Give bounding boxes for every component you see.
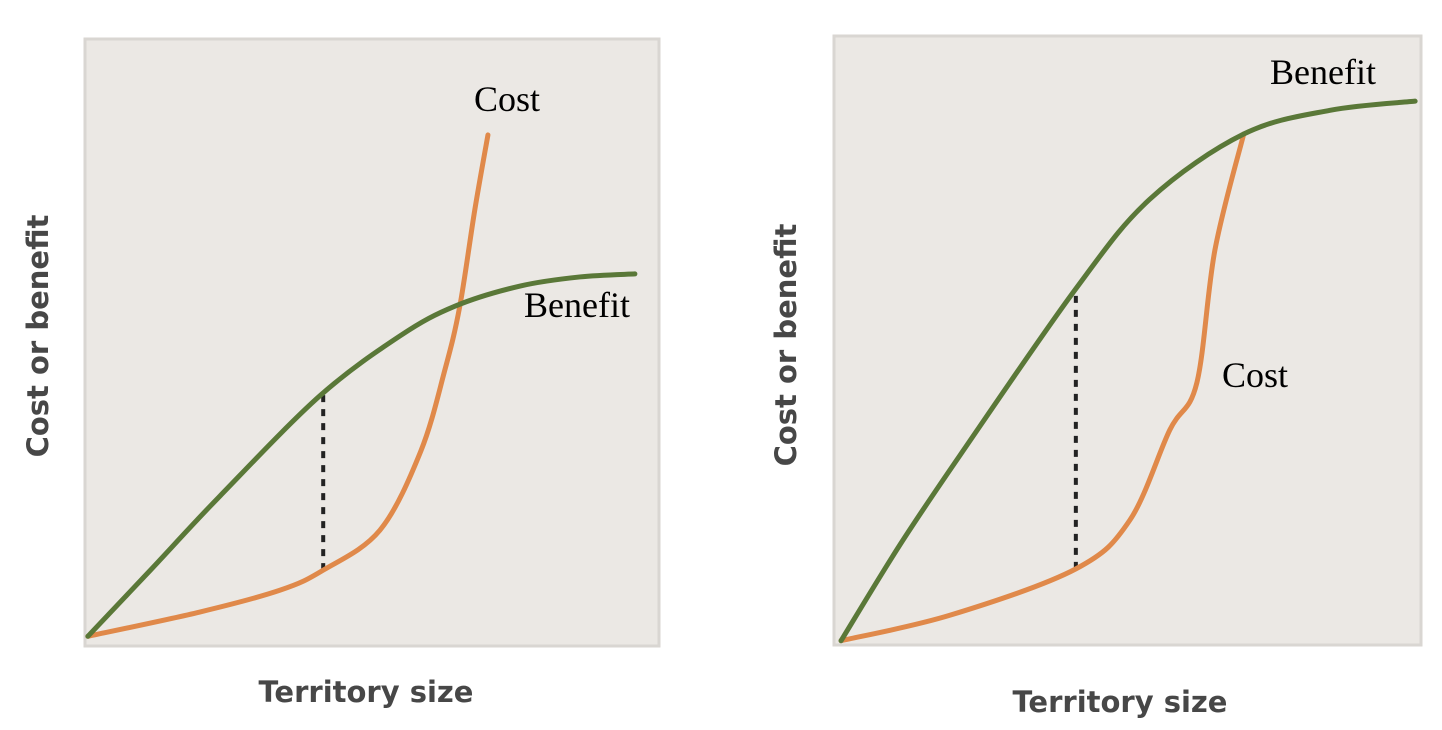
cost-curve (838, 131, 1247, 644)
right-x-axis-label: Territory size (1013, 685, 1228, 719)
right-cost-label: Cost (1222, 355, 1288, 395)
left-plot-area (83, 37, 661, 648)
right-benefit-label: Benefit (1270, 52, 1376, 92)
cost-curve (85, 132, 491, 639)
left-y-axis-label: Cost or benefit (21, 214, 55, 457)
right-y-axis-label: Cost or benefit (769, 223, 803, 466)
right-chart-marks (838, 98, 1418, 644)
left-chart: Cost or benefit Territory size Cost Bene… (21, 37, 661, 709)
right-plot-area (832, 34, 1423, 647)
benefit-curve (85, 271, 638, 639)
left-chart-marks (85, 132, 638, 639)
benefit-curve (838, 98, 1418, 644)
right-chart: Cost or benefit Territory size Benefit C… (769, 34, 1423, 719)
left-cost-label: Cost (474, 79, 540, 119)
left-benefit-label: Benefit (524, 285, 630, 325)
left-x-axis-label: Territory size (259, 675, 474, 709)
